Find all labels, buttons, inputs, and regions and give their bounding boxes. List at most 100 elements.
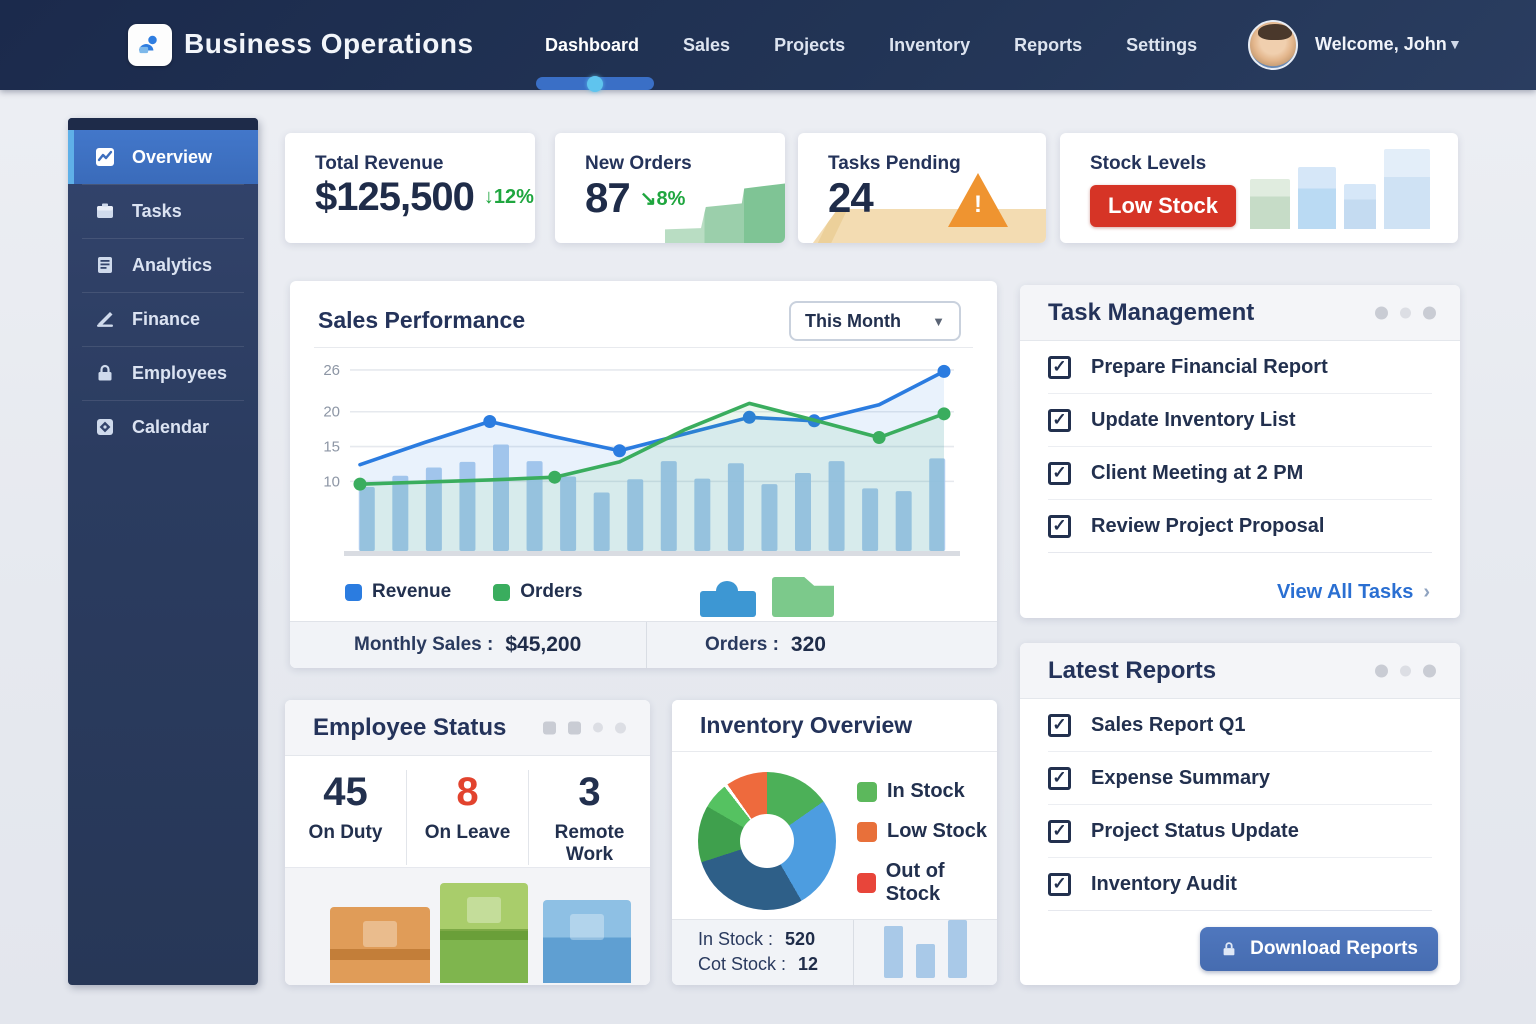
checkbox-checked-icon[interactable]: ✓	[1048, 819, 1071, 843]
checkbox-checked-icon[interactable]: ✓	[1048, 766, 1071, 790]
sales-bar	[895, 491, 912, 551]
lock-icon	[94, 362, 116, 384]
report-label: Sales Report Q1	[1091, 713, 1246, 736]
sidebar-item-overview[interactable]: Overview	[68, 130, 258, 184]
blue-mound-icon	[700, 581, 756, 617]
sidebar-item-calendar[interactable]: Calendar	[68, 400, 258, 454]
report-item[interactable]: ✓ Expense Summary	[1048, 752, 1432, 805]
x-axis-baseline	[344, 551, 960, 556]
panel-title: Sales Performance	[318, 307, 526, 333]
stat-card-tasks-pending: Tasks Pending 24 !	[798, 133, 1046, 243]
orders-stat: Orders : 320	[646, 622, 997, 668]
active-tab-indicator	[536, 75, 654, 92]
stat-label: Cot Stock :	[698, 954, 787, 974]
stat-card-new-orders: New Orders 87 ↘8%	[555, 133, 785, 243]
employee-stats-row: 45 On Duty 8 On Leave 3 Remote Work	[285, 770, 650, 865]
checkbox-checked-icon[interactable]: ✓	[1048, 514, 1071, 538]
line-chart-icon	[94, 146, 116, 168]
nav-item-reports[interactable]: Reports	[1014, 34, 1083, 55]
report-item[interactable]: ✓ Sales Report Q1	[1048, 699, 1432, 752]
view-all-tasks-link[interactable]: View All Tasks ›	[1277, 581, 1430, 604]
task-item[interactable]: ✓ Review Project Proposal	[1048, 500, 1432, 553]
low-stock-badge: Low Stock	[1090, 185, 1237, 227]
orders-point	[937, 407, 951, 421]
window-dots-icon[interactable]	[543, 721, 626, 734]
sidebar-item-analytics[interactable]: Analytics	[68, 238, 258, 292]
sales-bar	[761, 484, 778, 551]
y-axis-tick: 20	[323, 404, 340, 421]
dropdown-arrow-icon: ▼	[932, 313, 945, 329]
legend-out-of-stock: Out of Stock	[857, 860, 997, 906]
stat-value: 45	[323, 770, 368, 814]
employee-status-panel: Employee Status 45 On Duty 8 On Leave 3 …	[285, 700, 650, 985]
sales-bar	[526, 461, 543, 551]
sidebar-item-label: Employees	[132, 362, 228, 383]
delta-value: 12%	[493, 185, 534, 208]
task-item[interactable]: ✓ Client Meeting at 2 PM	[1048, 447, 1432, 500]
checkbox-checked-icon[interactable]: ✓	[1048, 461, 1071, 485]
mini-bar	[1298, 167, 1336, 229]
sales-bar	[560, 476, 577, 551]
checkbox-checked-icon[interactable]: ✓	[1048, 713, 1071, 737]
calendar-icon	[94, 416, 116, 438]
stat-card-total-revenue: Total Revenue $125,500 ↓12%	[285, 133, 535, 243]
sales-bar	[493, 444, 509, 551]
legend-orders: Orders	[493, 581, 583, 603]
divider	[314, 347, 973, 348]
panel-header: Inventory Overview	[672, 700, 997, 752]
checkbox-checked-icon[interactable]: ✓	[1048, 408, 1071, 432]
stat-title: Stock Levels	[1090, 153, 1207, 174]
orange-box-icon	[330, 907, 430, 983]
task-item[interactable]: ✓ Prepare Financial Report	[1048, 341, 1432, 394]
orders-point	[548, 470, 562, 484]
checkbox-checked-icon[interactable]: ✓	[1048, 872, 1071, 896]
nav-item-inventory[interactable]: Inventory	[889, 34, 971, 55]
report-item[interactable]: ✓ Project Status Update	[1048, 805, 1432, 858]
nav-item-sales[interactable]: Sales	[683, 34, 731, 55]
checkbox-checked-icon[interactable]: ✓	[1048, 355, 1071, 379]
mini-bar	[1384, 149, 1430, 229]
app-logo-icon	[128, 24, 172, 66]
nav-item-dashboard[interactable]: Dashboard	[545, 34, 640, 55]
ellipsis-dots-icon[interactable]	[1375, 306, 1436, 319]
download-reports-button[interactable]: Download Reports	[1200, 927, 1438, 971]
sidebar-item-employees[interactable]: Employees	[68, 346, 258, 400]
orders-swatch	[493, 583, 511, 601]
blue-box-icon	[543, 900, 631, 983]
legend-label: Low Stock	[887, 820, 988, 842]
selected-range: This Month	[805, 310, 901, 331]
sales-bar	[828, 461, 845, 551]
low-stock-swatch	[857, 821, 877, 842]
legend-label: Out of Stock	[885, 860, 945, 905]
orders-point	[353, 477, 367, 491]
stat-title: New Orders	[585, 153, 692, 174]
sales-summary-bar: Monthly Sales : $45,200 Orders : 320	[290, 621, 997, 668]
sidebar-item-finance[interactable]: Finance	[68, 292, 258, 346]
ellipsis-dots-icon[interactable]	[1375, 664, 1436, 677]
stat-label: On Duty	[308, 822, 383, 843]
report-item[interactable]: ✓ Inventory Audit	[1048, 858, 1432, 911]
panel-title: Inventory Overview	[700, 712, 913, 738]
task-item[interactable]: ✓ Update Inventory List	[1048, 394, 1432, 447]
mini-bar	[884, 926, 903, 978]
delta-value: 8%	[656, 187, 686, 210]
stat-card-stock-levels: Stock Levels Low Stock	[1060, 133, 1458, 243]
sales-bar	[929, 458, 946, 551]
sidebar-item-label: Calendar	[132, 416, 210, 437]
stat-title: Tasks Pending	[828, 153, 961, 174]
top-navbar: Business Operations Dashboard Sales Proj…	[0, 0, 1536, 92]
primary-nav: Dashboard Sales Projects Inventory Repor…	[545, 0, 1197, 90]
user-avatar[interactable]	[1248, 20, 1298, 70]
sales-bar	[627, 479, 644, 551]
welcome-text: Welcome, John	[1315, 34, 1447, 54]
nav-item-settings[interactable]: Settings	[1126, 34, 1198, 55]
nav-item-projects[interactable]: Projects	[774, 34, 846, 55]
sidebar-item-tasks[interactable]: Tasks	[68, 184, 258, 238]
chevron-down-icon[interactable]: ▼	[1448, 36, 1462, 52]
sidebar-item-label: Overview	[132, 146, 213, 167]
stat-label: Monthly Sales :	[354, 634, 494, 655]
y-axis-tick: 10	[323, 473, 340, 490]
sales-bar	[727, 463, 744, 551]
task-label: Update Inventory List	[1091, 408, 1296, 431]
time-range-select[interactable]: This Month ▼	[789, 301, 961, 341]
